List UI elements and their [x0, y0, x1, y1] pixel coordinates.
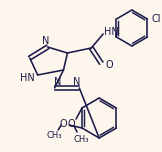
Text: O: O	[105, 60, 113, 70]
Text: O: O	[59, 119, 67, 129]
Text: HN: HN	[104, 27, 118, 37]
Text: Cl: Cl	[151, 14, 161, 24]
Text: N: N	[73, 77, 80, 87]
Text: CH₃: CH₃	[46, 131, 62, 140]
Text: HN: HN	[20, 73, 35, 83]
Text: N: N	[54, 77, 61, 87]
Text: N: N	[42, 36, 49, 46]
Text: O: O	[67, 119, 75, 129]
Text: CH₃: CH₃	[73, 135, 89, 143]
